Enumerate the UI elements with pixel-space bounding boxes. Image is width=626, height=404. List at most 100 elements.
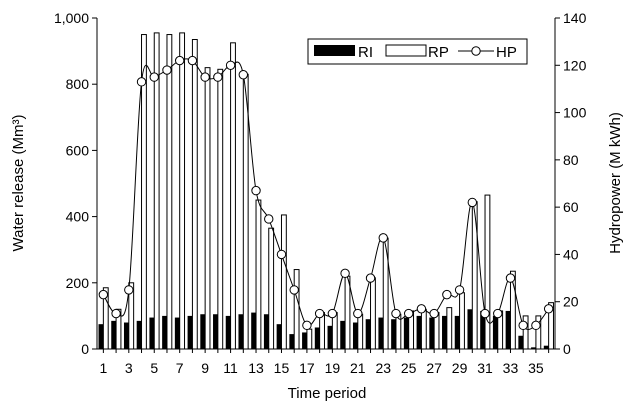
bar-ri bbox=[251, 312, 257, 349]
point-hp bbox=[98, 289, 109, 300]
y-tick-label: 600 bbox=[66, 142, 90, 158]
point-hp bbox=[391, 308, 401, 319]
y2-tick-label: 140 bbox=[563, 10, 587, 26]
x-tick-label: 23 bbox=[375, 360, 391, 376]
bar-rp bbox=[459, 292, 465, 350]
point-hp bbox=[403, 308, 414, 319]
plot-area bbox=[98, 32, 554, 350]
y-tick-label: 400 bbox=[66, 209, 90, 225]
x-tick-label: 13 bbox=[248, 360, 264, 376]
bar-rp bbox=[306, 328, 313, 350]
bar-ri bbox=[531, 347, 536, 349]
bar-ri bbox=[505, 310, 511, 349]
y-tick-label: 800 bbox=[66, 76, 90, 92]
x-tick-label: 19 bbox=[325, 360, 341, 376]
point-hp bbox=[225, 60, 236, 70]
bar-ri bbox=[149, 317, 155, 349]
legend: RI RP HP bbox=[307, 38, 528, 65]
bar-ri bbox=[302, 332, 307, 349]
x-tick-label: 21 bbox=[350, 360, 366, 376]
bar-rp bbox=[204, 67, 211, 350]
bar-rp bbox=[280, 214, 287, 350]
legend-label-hp: HP bbox=[496, 44, 517, 61]
bar-ri bbox=[378, 317, 384, 349]
x-tick-label: 3 bbox=[125, 360, 133, 376]
x-tick-label: 1 bbox=[99, 360, 107, 376]
point-hp bbox=[378, 233, 388, 243]
bar-ri bbox=[365, 319, 371, 349]
y-tick-label: 200 bbox=[66, 275, 90, 291]
bar-rp bbox=[268, 227, 275, 350]
point-hp bbox=[454, 285, 465, 295]
bar-ri bbox=[225, 315, 231, 349]
bar-rp bbox=[217, 68, 224, 350]
bar-rp bbox=[370, 277, 376, 350]
point-hp bbox=[480, 308, 490, 319]
point-hp bbox=[314, 308, 325, 319]
bar-ri bbox=[442, 315, 447, 349]
point-hp bbox=[340, 268, 350, 279]
bar-ri bbox=[98, 324, 104, 349]
point-hp bbox=[416, 304, 427, 314]
bar-rp bbox=[191, 39, 198, 350]
bar-rp bbox=[344, 275, 351, 350]
bar-rp bbox=[484, 194, 491, 350]
point-hp bbox=[238, 70, 249, 80]
x-tick-label: 11 bbox=[223, 360, 238, 376]
point-hp bbox=[111, 308, 121, 319]
bar-ri bbox=[276, 324, 282, 349]
point-hp bbox=[264, 214, 274, 224]
point-hp bbox=[174, 55, 185, 66]
point-hp bbox=[543, 304, 554, 314]
point-hp bbox=[518, 320, 528, 331]
x-tick-label: 15 bbox=[274, 360, 290, 376]
bar-rp bbox=[255, 199, 262, 350]
point-hp bbox=[251, 185, 261, 196]
bar-ri bbox=[327, 325, 333, 349]
bar-ri bbox=[454, 315, 460, 349]
bar-ri bbox=[238, 314, 244, 349]
y-axis-title: Water release (Mm³) bbox=[10, 115, 27, 252]
bar-ri bbox=[136, 320, 142, 349]
point-hp bbox=[276, 249, 287, 260]
x-tick-label: 31 bbox=[477, 360, 493, 376]
y2-tick-label: 20 bbox=[563, 294, 579, 310]
bar-rp bbox=[357, 313, 364, 350]
bar-rp bbox=[230, 42, 236, 350]
x-tick-label: 29 bbox=[452, 360, 468, 376]
point-hp bbox=[289, 285, 299, 295]
x-tick-label: 35 bbox=[528, 360, 544, 376]
point-hp bbox=[365, 273, 376, 283]
bar-ri bbox=[518, 335, 524, 349]
legend-label-ri: RI bbox=[358, 44, 373, 61]
x-tick-label: 9 bbox=[201, 360, 209, 376]
point-hp bbox=[149, 72, 159, 82]
x-axis-title: Time period bbox=[288, 385, 367, 402]
bar-ri bbox=[352, 322, 358, 349]
point-hp bbox=[302, 320, 312, 331]
y2-tick-label: 0 bbox=[563, 341, 571, 357]
bar-rp bbox=[166, 34, 173, 350]
bar-ri bbox=[416, 315, 422, 349]
bar-ri bbox=[403, 317, 409, 349]
x-tick-label: 5 bbox=[150, 360, 158, 376]
bar-ri bbox=[429, 317, 435, 349]
point-hp bbox=[213, 72, 223, 82]
x-tick-label: 17 bbox=[299, 360, 315, 376]
legend-swatch-ri bbox=[314, 45, 355, 56]
bar-rp bbox=[293, 269, 300, 350]
bar-ri bbox=[123, 322, 129, 349]
bar-ri bbox=[289, 334, 295, 349]
bar-ri bbox=[543, 345, 549, 349]
y2-tick-label: 40 bbox=[563, 246, 579, 262]
bar-rp bbox=[242, 73, 249, 350]
bar-rp bbox=[420, 308, 427, 350]
bar-ri bbox=[111, 320, 117, 349]
x-tick-label: 33 bbox=[503, 360, 519, 376]
point-hp bbox=[505, 273, 516, 283]
bar-ri bbox=[391, 319, 396, 349]
point-hp bbox=[187, 55, 198, 66]
y2-tick-label: 100 bbox=[563, 105, 587, 121]
